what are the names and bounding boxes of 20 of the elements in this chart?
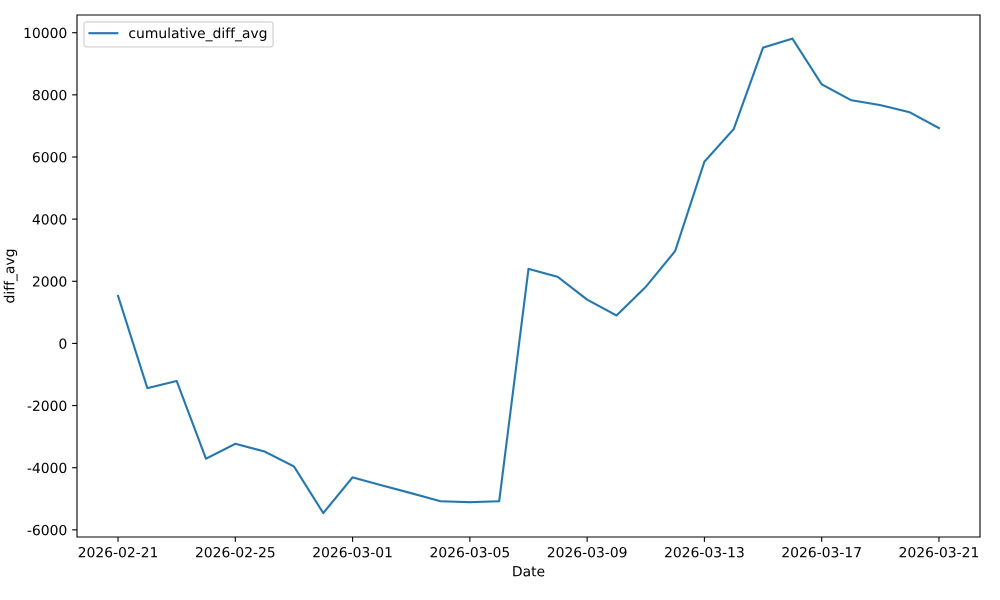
y-tick-label: -2000 <box>28 400 66 412</box>
y-axis-title: diff_avg <box>4 250 18 303</box>
y-tick-label: 4000 <box>32 214 66 225</box>
y-tick-label: 0 <box>59 338 66 349</box>
y-tick-label: 2000 <box>32 276 66 287</box>
y-tick-label: -4000 <box>28 462 66 474</box>
x-tick-label: 2026-03-21 <box>900 546 978 558</box>
x-tick-label: 2026-03-01 <box>313 546 392 558</box>
x-tick-label: 2026-03-05 <box>430 546 510 558</box>
y-tick-label: 6000 <box>32 152 66 162</box>
y-tick-label: 8000 <box>32 90 66 100</box>
x-tick-label: 2026-03-09 <box>548 546 627 558</box>
legend-label: cumulative_diff_avg <box>129 28 266 42</box>
x-tick-label: 2026-02-25 <box>196 546 274 558</box>
y-tick-label: 10000 <box>24 28 66 38</box>
x-tick-label: 2026-03-13 <box>665 546 744 558</box>
x-tick-label: 2026-02-21 <box>78 546 158 558</box>
x-tick-label: 2026-03-17 <box>782 546 861 558</box>
x-axis-title: Date <box>513 566 544 576</box>
y-tick-label: -6000 <box>28 524 66 536</box>
